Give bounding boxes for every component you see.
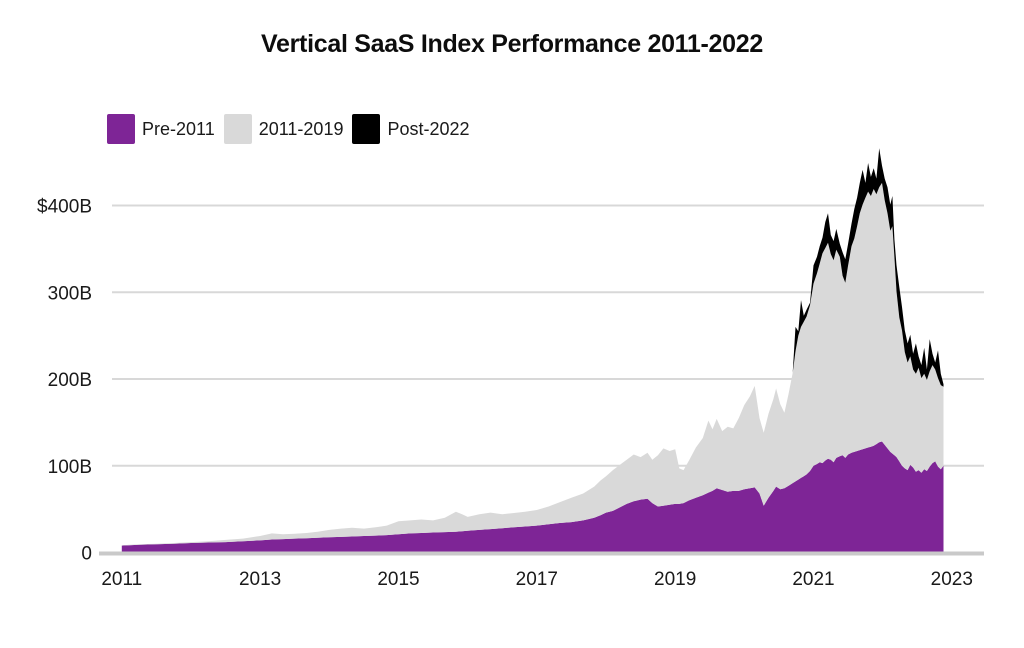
chart-title: Vertical SaaS Index Performance 2011-202…: [261, 30, 763, 58]
legend-item-post-2022: Post-2022: [352, 114, 470, 144]
legend-label: Pre-2011: [142, 118, 215, 139]
legend-label: Post-2022: [387, 118, 470, 139]
chart-legend: Pre-2011 2011-2019 Post-2022: [107, 114, 479, 144]
legend-item-pre-2011: Pre-2011: [107, 114, 215, 144]
area-post-2022: [121, 148, 944, 546]
x-tick-label-2017: 2017: [516, 569, 558, 590]
x-tick-label-2023: 2023: [931, 569, 973, 590]
y-tick-label-100: 100B: [48, 457, 92, 478]
x-tick-label-2013: 2013: [239, 569, 281, 590]
legend-item-2011-2019: 2011-2019: [223, 114, 344, 144]
legend-swatch-icon: [107, 114, 135, 144]
legend-swatch-icon: [223, 114, 252, 144]
legend-label: 2011-2019: [258, 118, 344, 139]
y-tick-label-400: $400B: [37, 197, 92, 218]
y-tick-label-0: 0: [81, 544, 92, 565]
x-tick-label-2015: 2015: [377, 569, 419, 590]
area-2011-2019: [121, 182, 944, 546]
x-tick-label-2011: 2011: [101, 569, 142, 590]
y-tick-label-300: 300B: [48, 283, 92, 304]
y-tick-label-200: 200B: [48, 370, 92, 391]
x-tick-label-2021: 2021: [792, 569, 834, 590]
legend-swatch-icon: [352, 114, 381, 144]
x-tick-label-2019: 2019: [654, 569, 696, 590]
area-pre-2011: [121, 441, 944, 553]
